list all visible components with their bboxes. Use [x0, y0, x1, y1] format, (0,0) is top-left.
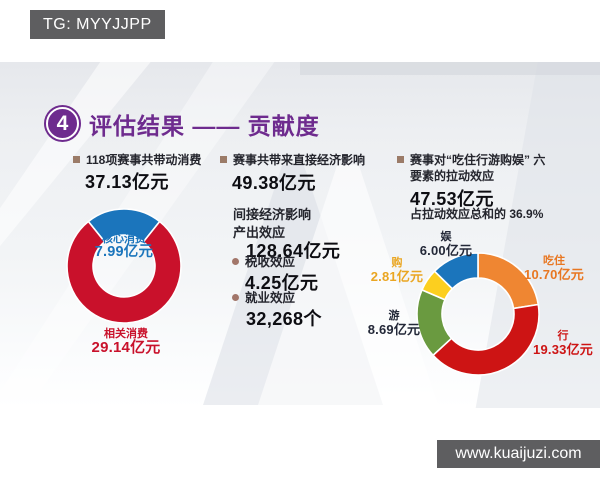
label-travel-value: 8.69亿元 — [367, 322, 421, 337]
label-transport-name: 行 — [557, 330, 569, 342]
core-consumption-label: 核心消费 7.99亿元 — [79, 233, 169, 260]
label-food-lodging-name: 吃住 — [543, 255, 565, 267]
label-food-lodging-value: 10.70亿元 — [524, 267, 584, 282]
label-shopping: 购 2.81亿元 — [357, 257, 437, 284]
pull-effect-donut-chart — [416, 252, 540, 376]
related-consumption-value: 29.14亿元 — [91, 339, 161, 356]
label-travel: 游 8.69亿元 — [354, 310, 434, 337]
label-entertainment-name: 娱 — [440, 231, 452, 243]
consumption-header: 118项赛事共带动消费 — [86, 153, 202, 167]
pull-effect-note: 占拉动效应总和的 36.9% — [410, 207, 544, 221]
label-entertainment-value: 6.00亿元 — [419, 243, 473, 258]
square-bullet-icon — [220, 156, 227, 163]
employment-effect-value: 32,268个 — [246, 309, 322, 329]
label-travel-name: 游 — [388, 310, 400, 322]
square-bullet-icon — [73, 156, 80, 163]
tax-effect-row: 税收效应 — [232, 254, 295, 270]
output-effect-label: 产出效应 — [233, 225, 286, 240]
pull-effect-value: 47.53亿元 — [410, 189, 494, 209]
tax-effect-value: 4.25亿元 — [245, 273, 319, 293]
dot-bullet-icon — [232, 294, 239, 301]
direct-impact-header-row: 赛事共带来直接经济影响 — [220, 152, 380, 168]
donut-segment-1 — [432, 303, 540, 376]
indirect-impact-header: 间接经济影响 — [233, 207, 312, 222]
related-consumption-name: 相关消费 — [104, 328, 148, 340]
employment-effect-label: 就业效应 — [245, 291, 296, 305]
consumption-value: 37.13亿元 — [85, 172, 169, 192]
donut-segment-1 — [66, 220, 182, 324]
label-shopping-name: 购 — [391, 257, 403, 269]
output-effect-value: 128.64亿元 — [246, 241, 341, 261]
employment-effect-row: 就业效应 — [232, 290, 295, 306]
watermark-top: TG: MYYJJPP — [30, 10, 165, 39]
pull-effect-header-row: 赛事对“吃住行游购娱” 六要素的拉动效应 — [397, 152, 557, 184]
direct-impact-header: 赛事共带来直接经济影响 — [233, 153, 366, 167]
donut-segment-4 — [433, 252, 479, 290]
label-entertainment: 娱 6.00亿元 — [406, 231, 486, 258]
square-bullet-icon — [397, 156, 404, 163]
label-transport-value: 19.33亿元 — [533, 342, 593, 357]
label-food-lodging: 吃住 10.70亿元 — [514, 255, 594, 282]
watermark-url: www.kuaijuzi.com — [437, 440, 600, 468]
core-consumption-value: 7.99亿元 — [94, 244, 154, 260]
dot-bullet-icon — [232, 258, 239, 265]
consumption-header-row: 118项赛事共带动消费 — [73, 152, 203, 168]
pull-effect-header: 赛事对“吃住行游购娱” 六要素的拉动效应 — [410, 153, 546, 183]
consumption-donut-chart — [66, 208, 182, 324]
direct-impact-value: 49.38亿元 — [232, 173, 316, 193]
related-consumption-label: 相关消费 29.14亿元 — [76, 328, 176, 355]
core-consumption-name: 核心消费 — [102, 233, 146, 245]
section-number-badge: 4 — [46, 107, 79, 140]
label-transport: 行 19.33亿元 — [523, 330, 600, 357]
page-title: 评估结果 —— 贡献度 — [89, 113, 320, 139]
label-shopping-value: 2.81亿元 — [370, 269, 424, 284]
tax-effect-label: 税收效应 — [245, 255, 296, 269]
